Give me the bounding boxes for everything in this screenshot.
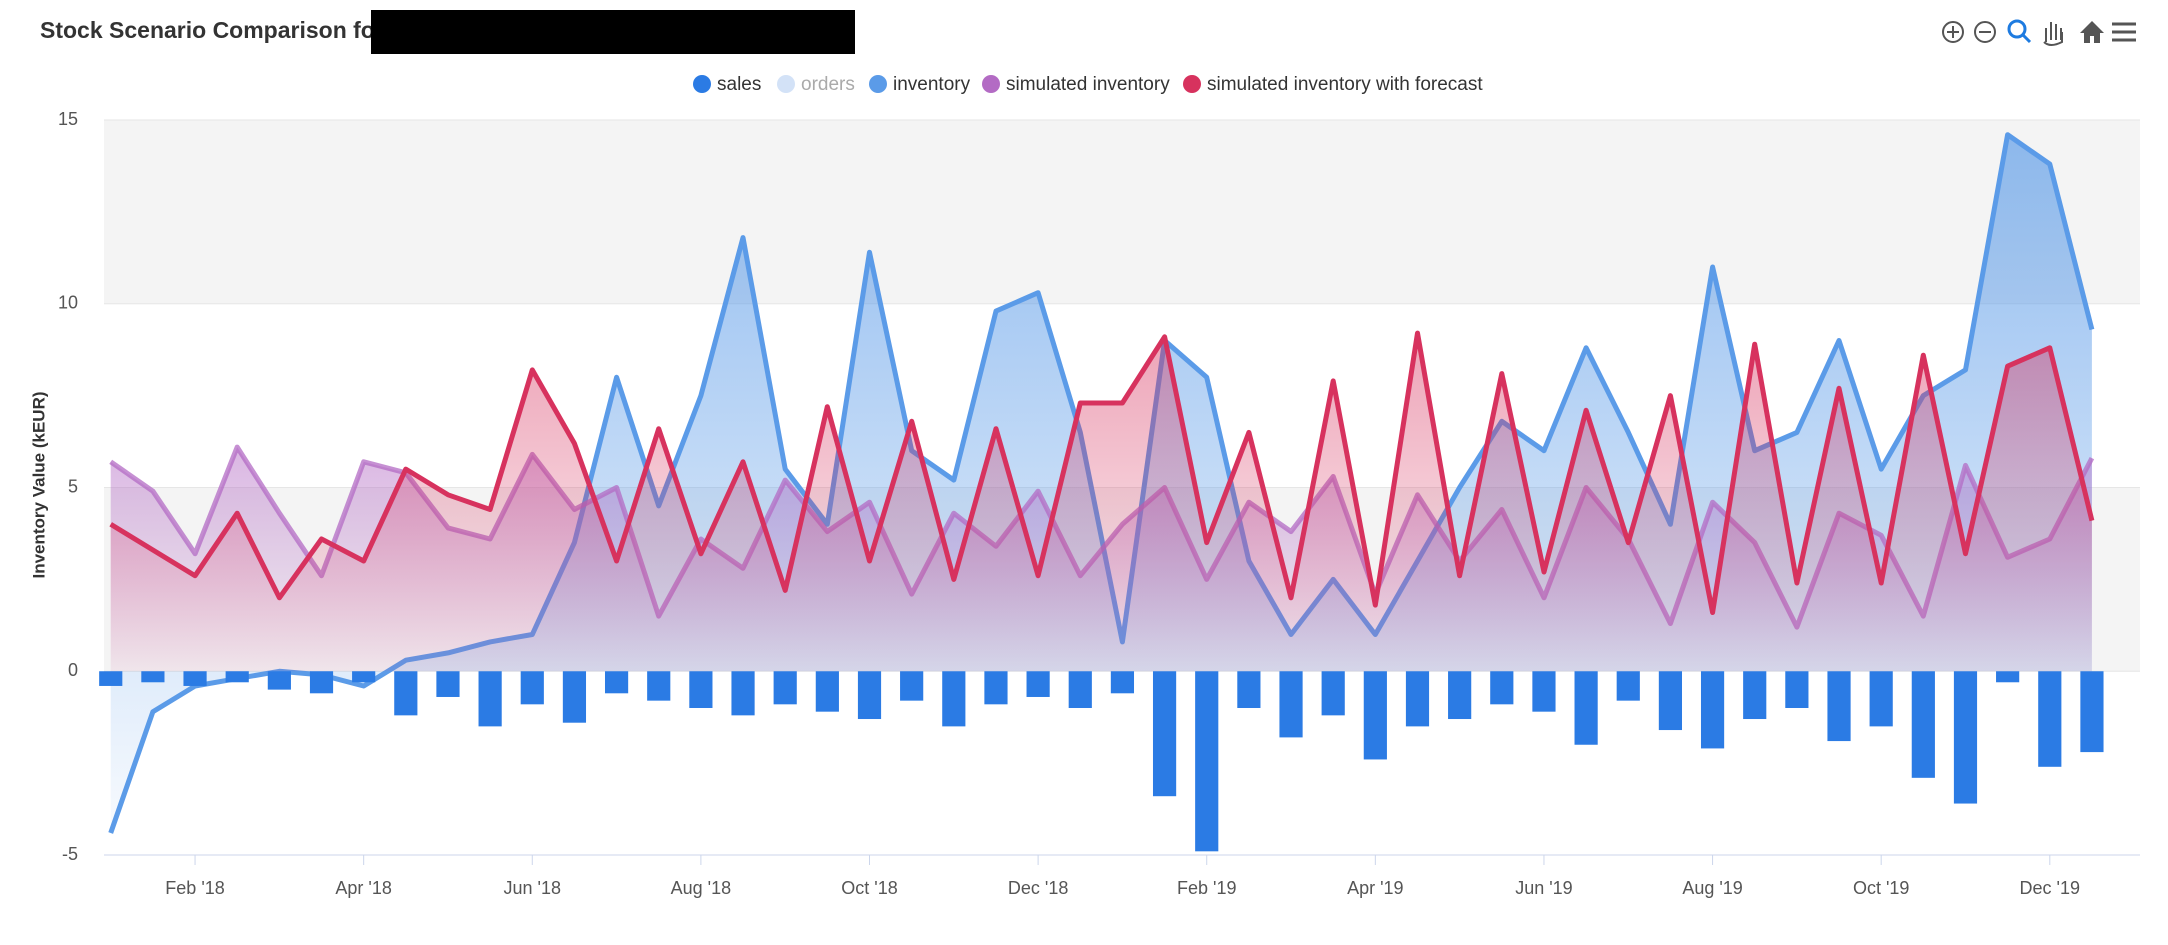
legend-label: simulated inventory with forecast xyxy=(1207,74,1483,95)
sales-bar xyxy=(99,671,123,686)
zoom-out-button[interactable] xyxy=(1974,21,1996,43)
sales-bar xyxy=(1363,671,1387,760)
series-area xyxy=(110,333,2092,672)
sales-bar xyxy=(1700,671,1725,749)
sales-bar xyxy=(267,671,291,690)
y-tick-label: 5 xyxy=(68,476,78,496)
sales-bar xyxy=(2080,671,2104,753)
sales-bar xyxy=(1574,671,1598,745)
sales-bar xyxy=(1869,671,1893,727)
pan-button[interactable] xyxy=(2043,22,2063,46)
sales-bar xyxy=(1532,671,1556,712)
sales-bar xyxy=(1026,671,1050,697)
x-tick-label: Aug '18 xyxy=(671,878,732,898)
sales-bar xyxy=(1068,671,1092,708)
reset-button[interactable] xyxy=(2080,21,2104,43)
legend-item[interactable]: inventory xyxy=(869,74,971,95)
y-tick-label: -5 xyxy=(62,844,78,864)
toolbar xyxy=(1942,19,2136,46)
x-tick-label: Apr '19 xyxy=(1347,878,1403,898)
sales-bar xyxy=(1321,671,1345,716)
sales-bar xyxy=(394,671,418,716)
sales-bar xyxy=(520,671,544,705)
sales-bar xyxy=(689,671,713,708)
legend-item[interactable]: sales xyxy=(693,74,761,95)
sales-bar xyxy=(1448,671,1472,720)
series-line xyxy=(109,330,2095,615)
chart-title: Stock Scenario Comparison for xyxy=(40,17,384,43)
legend-marker xyxy=(869,75,887,93)
legend-marker xyxy=(1183,75,1201,93)
legend-label: orders xyxy=(801,74,855,95)
sales-bar xyxy=(1490,671,1514,705)
sales-bar xyxy=(1110,671,1135,694)
sales-bar xyxy=(647,671,671,701)
x-tick-label: Dec '18 xyxy=(1008,878,1068,898)
sales-bar xyxy=(1195,671,1219,852)
sales-bar xyxy=(1743,671,1767,720)
legend-label: inventory xyxy=(893,74,971,95)
sales-bar xyxy=(1658,671,1683,731)
sales-bar xyxy=(1911,671,1935,778)
menu-button[interactable] xyxy=(2112,22,2136,42)
legend-item[interactable]: simulated inventory with forecast xyxy=(1183,74,1483,95)
redaction xyxy=(371,10,855,54)
zoom-in-button[interactable] xyxy=(1942,21,1964,43)
sales-bar xyxy=(352,671,376,683)
sales-bar xyxy=(942,671,966,727)
sales-bar xyxy=(1953,671,1978,804)
legend-label: sales xyxy=(717,74,761,95)
sales-bar xyxy=(309,671,334,694)
legend-marker xyxy=(982,75,1000,93)
sales-bar xyxy=(225,671,249,683)
sales-bar xyxy=(815,671,839,712)
x-tick-label: Apr '18 xyxy=(335,878,391,898)
legend-item[interactable]: simulated inventory xyxy=(982,74,1170,95)
sales-bar xyxy=(1405,671,1430,727)
plot-band xyxy=(104,120,2140,304)
x-tick-label: Feb '19 xyxy=(1177,878,1236,898)
sales-bar xyxy=(731,671,755,716)
legend-marker xyxy=(693,75,711,93)
y-axis-title: Inventory Value (kEUR) xyxy=(29,391,48,578)
sales-bar xyxy=(436,671,460,697)
y-tick-label: 10 xyxy=(58,293,78,313)
x-tick-label: Dec '19 xyxy=(2020,878,2080,898)
sales-bar xyxy=(1996,671,2020,683)
y-tick-label: 15 xyxy=(58,109,78,129)
legend-item[interactable]: orders xyxy=(777,74,855,95)
sales-bar xyxy=(2038,671,2062,767)
sales-bar xyxy=(1237,671,1261,708)
sales-bar xyxy=(141,671,165,683)
sales-bar xyxy=(1279,671,1303,738)
x-tick-label: Oct '19 xyxy=(1853,878,1909,898)
sales-bar xyxy=(478,671,502,727)
x-tick-label: Oct '18 xyxy=(841,878,897,898)
sales-bar xyxy=(773,671,797,705)
sales-bar xyxy=(562,671,587,723)
sales-bar xyxy=(857,671,882,720)
y-tick-label: 0 xyxy=(68,660,78,680)
x-tick-label: Feb '18 xyxy=(165,878,224,898)
x-tick-label: Aug '19 xyxy=(1682,878,1743,898)
x-tick-label: Jun '18 xyxy=(504,878,561,898)
sales-bar xyxy=(1616,671,1640,701)
sales-bar xyxy=(1785,671,1809,708)
zoom-select-button[interactable] xyxy=(2007,19,2032,44)
sales-bar xyxy=(1152,671,1177,797)
sales-bar xyxy=(183,671,207,686)
sales-bar xyxy=(1827,671,1851,742)
legend-marker xyxy=(777,75,795,93)
sales-bar xyxy=(900,671,924,701)
legend-label: simulated inventory xyxy=(1006,74,1170,95)
sales-bar xyxy=(604,671,629,694)
x-tick-label: Jun '19 xyxy=(1515,878,1572,898)
sales-bar xyxy=(984,671,1008,705)
